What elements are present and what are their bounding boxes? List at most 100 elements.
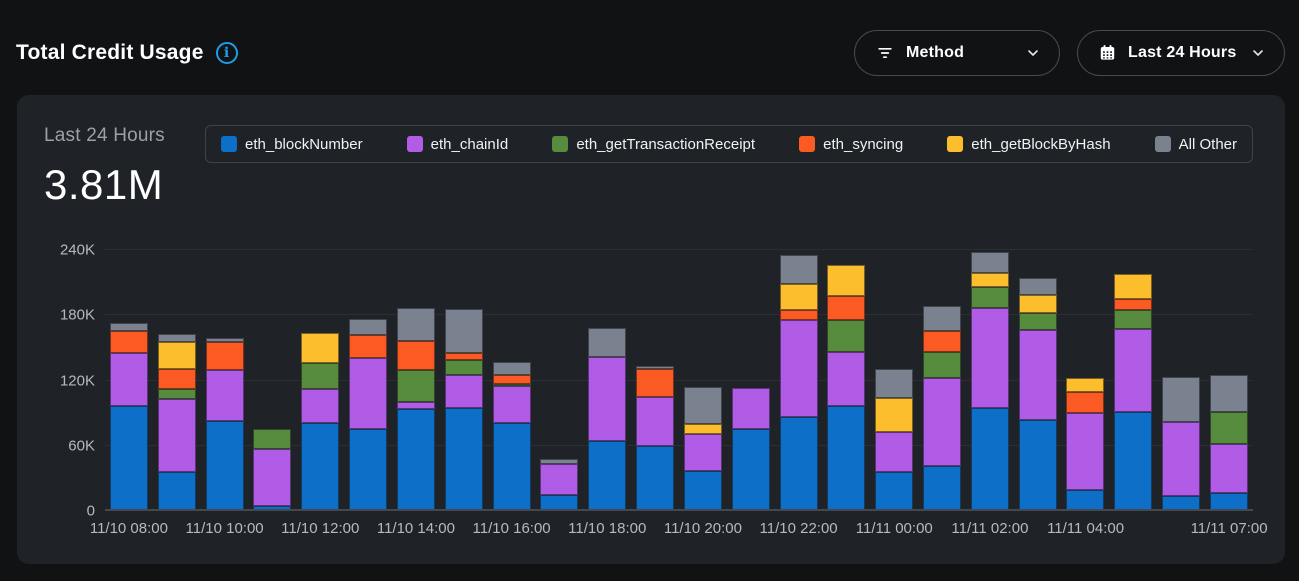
bar-segment[interactable]	[922, 352, 961, 379]
bar-segment[interactable]	[1066, 490, 1105, 511]
bar-segment[interactable]	[109, 353, 148, 406]
bar-segment[interactable]	[827, 319, 866, 353]
bar-segment[interactable]	[349, 334, 388, 358]
bar-segment[interactable]	[349, 357, 388, 430]
bar-segment[interactable]	[157, 399, 196, 472]
bar-segment[interactable]	[157, 471, 196, 511]
bar-segment[interactable]	[1114, 309, 1153, 330]
bar-segment[interactable]	[636, 396, 675, 446]
bar-segment[interactable]	[492, 422, 531, 511]
bar-segment[interactable]	[683, 424, 722, 434]
bar-segment[interactable]	[396, 369, 435, 403]
legend-item[interactable]: eth_blockNumber	[221, 136, 363, 153]
bar-segment[interactable]	[1018, 313, 1057, 331]
chart-bar[interactable]	[349, 318, 388, 511]
bar-segment[interactable]	[683, 387, 722, 425]
bar-segment[interactable]	[922, 378, 961, 467]
bar-segment[interactable]	[157, 389, 196, 399]
bar-segment[interactable]	[970, 307, 1009, 408]
bar-segment[interactable]	[301, 363, 340, 390]
bar-segment[interactable]	[827, 405, 866, 511]
bar-segment[interactable]	[253, 449, 292, 506]
bar-segment[interactable]	[970, 252, 1009, 273]
bar-segment[interactable]	[157, 368, 196, 390]
bar-segment[interactable]	[1114, 412, 1153, 511]
bar-segment[interactable]	[396, 341, 435, 370]
bar-segment[interactable]	[1066, 413, 1105, 491]
chart-bar[interactable]	[779, 255, 818, 511]
bar-segment[interactable]	[349, 429, 388, 511]
chart-bar[interactable]	[588, 328, 627, 511]
bar-segment[interactable]	[540, 464, 579, 495]
bar-segment[interactable]	[779, 255, 818, 284]
legend-item[interactable]: eth_getBlockByHash	[947, 136, 1111, 153]
bar-segment[interactable]	[1018, 419, 1057, 511]
bar-segment[interactable]	[970, 272, 1009, 287]
bar-segment[interactable]	[922, 466, 961, 511]
chart-bar[interactable]	[301, 332, 340, 511]
bar-segment[interactable]	[396, 408, 435, 511]
bar-segment[interactable]	[1018, 330, 1057, 420]
bar-segment[interactable]	[1209, 412, 1248, 444]
bar-segment[interactable]	[636, 366, 675, 369]
bar-segment[interactable]	[109, 330, 148, 354]
legend-item[interactable]: eth_getTransactionReceipt	[552, 136, 755, 153]
bar-segment[interactable]	[301, 422, 340, 511]
chart-bar[interactable]	[1018, 278, 1057, 511]
bar-segment[interactable]	[253, 429, 292, 450]
bar-segment[interactable]	[1209, 375, 1248, 413]
method-filter-dropdown[interactable]: Method	[854, 29, 1060, 76]
chart-bar[interactable]	[827, 265, 866, 511]
bar-segment[interactable]	[922, 330, 961, 353]
chart-bar[interactable]	[1066, 378, 1105, 511]
bar-segment[interactable]	[588, 356, 627, 442]
bar-segment[interactable]	[444, 308, 483, 354]
bar-segment[interactable]	[1066, 378, 1105, 393]
bar-segment[interactable]	[779, 309, 818, 320]
bar-segment[interactable]	[588, 441, 627, 511]
bar-segment[interactable]	[1114, 273, 1153, 299]
bar-segment[interactable]	[444, 353, 483, 360]
bar-segment[interactable]	[875, 471, 914, 511]
chart-bar[interactable]	[157, 333, 196, 511]
chart-bar[interactable]	[1114, 273, 1153, 511]
bar-segment[interactable]	[827, 295, 866, 320]
bar-segment[interactable]	[109, 405, 148, 511]
chart-bar[interactable]	[205, 338, 244, 511]
chart-bar[interactable]	[253, 429, 292, 511]
chart-bar[interactable]	[1209, 375, 1248, 511]
bar-segment[interactable]	[1018, 278, 1057, 295]
bar-segment[interactable]	[301, 389, 340, 423]
chart-bar[interactable]	[970, 252, 1009, 511]
bar-segment[interactable]	[492, 375, 531, 384]
bar-segment[interactable]	[157, 342, 196, 369]
bar-segment[interactable]	[827, 352, 866, 406]
bar-segment[interactable]	[205, 342, 244, 370]
bar-segment[interactable]	[396, 402, 435, 409]
bar-segment[interactable]	[1018, 294, 1057, 314]
chart-bar[interactable]	[636, 366, 675, 511]
bar-segment[interactable]	[731, 388, 770, 430]
bar-segment[interactable]	[205, 338, 244, 343]
bar-segment[interactable]	[875, 431, 914, 472]
bar-segment[interactable]	[731, 429, 770, 511]
bar-segment[interactable]	[109, 322, 148, 331]
chart-bar[interactable]	[922, 305, 961, 511]
bar-segment[interactable]	[636, 368, 675, 397]
bar-segment[interactable]	[875, 368, 914, 398]
bar-segment[interactable]	[970, 286, 1009, 308]
chart-bar[interactable]	[396, 307, 435, 511]
bar-segment[interactable]	[157, 333, 196, 343]
bar-segment[interactable]	[779, 283, 818, 310]
chart-bar[interactable]	[109, 322, 148, 511]
bar-segment[interactable]	[492, 383, 531, 386]
bar-segment[interactable]	[827, 265, 866, 296]
bar-segment[interactable]	[540, 458, 579, 465]
bar-segment[interactable]	[301, 332, 340, 364]
bar-segment[interactable]	[636, 445, 675, 511]
info-icon[interactable]: i	[215, 41, 238, 64]
bar-segment[interactable]	[1066, 392, 1105, 414]
bar-segment[interactable]	[444, 407, 483, 511]
legend-item[interactable]: eth_chainId	[406, 136, 508, 153]
bar-segment[interactable]	[683, 470, 722, 511]
